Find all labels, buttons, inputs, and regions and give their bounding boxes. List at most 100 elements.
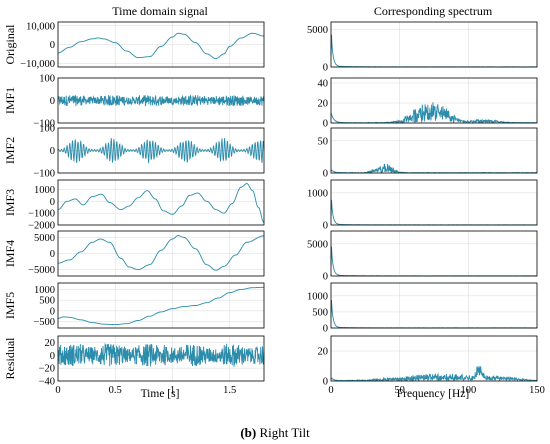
y-tick-label: 0 [50, 306, 55, 317]
y-tick-label: 1000 [34, 185, 55, 196]
y-tick-label: 100 [39, 74, 55, 85]
signal-trace [330, 199, 538, 226]
y-tick-label: 5000 [34, 233, 55, 244]
y-tick-label: −5000 [28, 265, 55, 276]
y-tick-label: −100 [33, 169, 55, 180]
signal-trace [330, 102, 538, 125]
panel-1-imf2: 50 0 [318, 127, 538, 180]
caption-letter: (b) [240, 425, 256, 440]
y-tick-label: 50 [318, 136, 329, 147]
row-label: IMF2 [3, 137, 17, 164]
y-tick-label: 0 [323, 324, 328, 335]
signal-trace [57, 94, 265, 107]
panel-frame [57, 335, 265, 382]
y-tick-label: −10,000 [20, 59, 55, 70]
y-tick-label: 40 [318, 79, 329, 90]
y-tick-label: 500 [312, 307, 328, 318]
panels: 10,0000−10,000Original1000−100IMF11000−1… [3, 21, 545, 396]
y-tick-label: 1000 [307, 291, 328, 302]
panel-frame [330, 179, 538, 226]
y-tick-label: 0 [323, 272, 328, 283]
x-tick-label: 0.5 [109, 385, 122, 396]
row-label: IMF5 [3, 292, 17, 319]
y-tick-label: −500 [33, 317, 55, 328]
panel-frame [330, 230, 538, 277]
panel-0-imf4: 5000 0 −5000 IMF4 [3, 230, 265, 277]
y-tick-label: 20 [318, 347, 329, 358]
time-axis-label: Time [s] [141, 388, 180, 400]
signal-trace [330, 34, 538, 68]
row-label: Residual [3, 337, 17, 380]
signal-trace [330, 300, 538, 329]
y-tick-label: 0 [50, 40, 55, 51]
x-tick-label: 150 [529, 385, 545, 396]
y-tick-label: 10,000 [26, 21, 55, 32]
x-tick-label: 0 [55, 385, 60, 396]
row-label: Original [3, 24, 17, 65]
signal-trace [57, 342, 265, 367]
signal-trace [57, 183, 265, 224]
y-tick-label: −20 [39, 364, 55, 375]
panel-0-imf2: 100 0 −100 IMF2 [3, 124, 265, 180]
y-tick-label: 0 [50, 197, 55, 208]
panel-frame [330, 77, 538, 124]
row-label: IMF3 [3, 189, 17, 216]
signal-trace [57, 138, 265, 164]
caption-text: Right Tilt [256, 425, 310, 440]
panel-1-residual: 20 00 50 100 150 [318, 335, 545, 396]
y-tick-label: 0 [323, 119, 328, 130]
y-tick-label: 0 [50, 96, 55, 107]
time-column-title: Time domain signal [112, 4, 208, 18]
x-tick-label: 1 [170, 385, 175, 396]
signal-trace [57, 32, 265, 60]
y-tick-label: −1000 [28, 209, 55, 220]
y-tick-label: 5000 [307, 239, 328, 250]
panel-frame [330, 127, 538, 174]
frequency-axis-label: Frequency [Hz] [397, 388, 469, 400]
panel-0-imf1: 100 0 −100 IMF1 [3, 74, 265, 130]
y-tick-label: 5000 [307, 25, 328, 36]
y-tick-label: 0 [323, 63, 328, 74]
panel-frame [57, 230, 265, 277]
x-tick-label: 1.5 [223, 385, 236, 396]
y-tick-label: 20 [45, 338, 56, 349]
panel-1-imf4: 5000 0 [307, 230, 538, 283]
figure-caption: (b) Right Tilt [240, 425, 310, 440]
y-tick-label: 0 [323, 169, 328, 180]
y-tick-label: 0 [50, 351, 55, 362]
y-tick-label: 0 [323, 377, 328, 388]
x-tick-label: 100 [460, 385, 476, 396]
y-tick-label: 500 [39, 296, 55, 307]
y-tick-label: 1000 [34, 285, 55, 296]
y-tick-label: −40 [39, 377, 55, 388]
panel-frame [57, 77, 265, 124]
y-tick-label: 1000 [307, 188, 328, 199]
panel-frame [330, 335, 538, 382]
spectrum-column-title: Corresponding spectrum [374, 4, 493, 18]
panel-1-original: 5000 0 [307, 21, 538, 74]
panel-1-imf3: 1000 0 [307, 179, 538, 232]
signal-trace [57, 235, 265, 271]
y-tick-label: −2000 [28, 221, 55, 232]
y-tick-label: 20 [318, 99, 329, 110]
row-label: IMF4 [3, 240, 17, 267]
y-tick-label: 0 [50, 146, 55, 157]
panel-frame [57, 127, 265, 174]
y-tick-label: −100 [33, 119, 55, 130]
signal-trace [330, 246, 538, 277]
panel-frame [330, 21, 538, 68]
panel-frame [57, 21, 265, 68]
x-tick-label: 50 [394, 385, 405, 396]
row-label: IMF1 [3, 87, 17, 114]
y-tick-label: 0 [50, 249, 55, 260]
y-tick-label: 0 [323, 221, 328, 232]
panel-frame [330, 282, 538, 329]
y-tick-label: 100 [39, 124, 55, 135]
panel-frame [57, 179, 265, 226]
x-tick-label: 0 [328, 385, 333, 396]
